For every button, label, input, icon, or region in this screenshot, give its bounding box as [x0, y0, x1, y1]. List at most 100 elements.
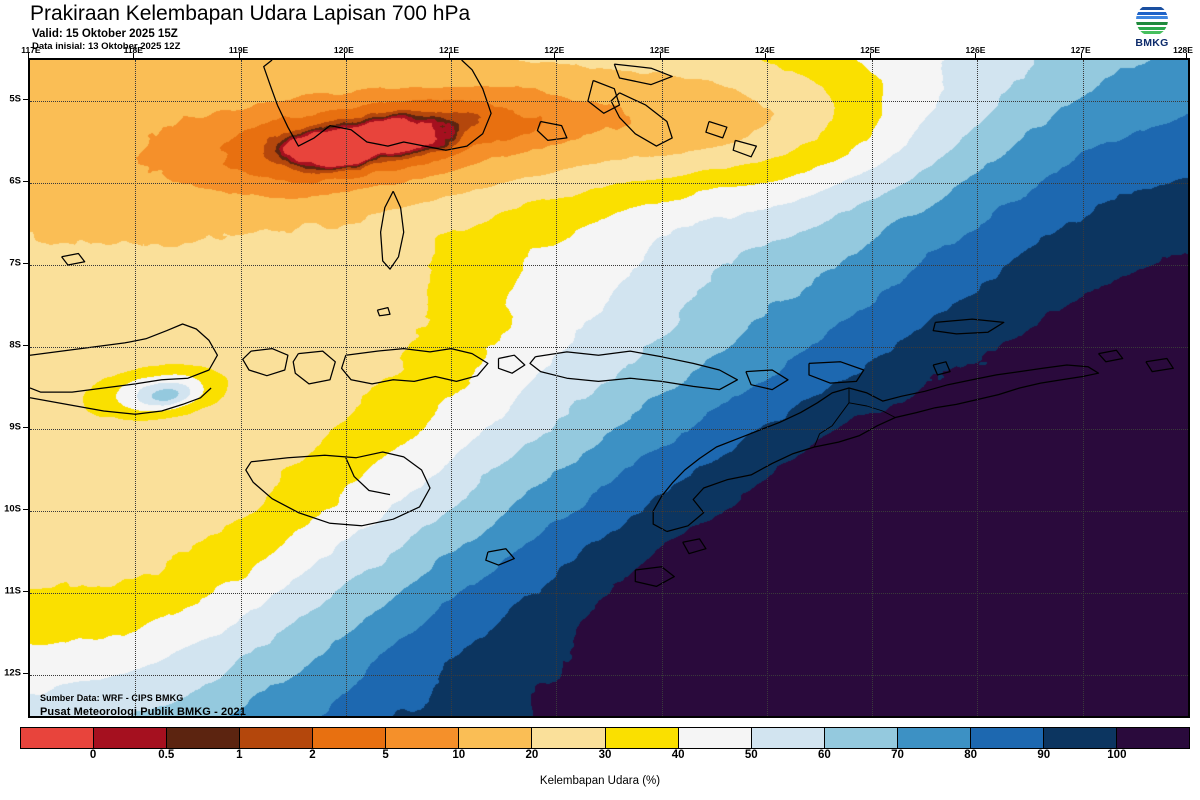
coastline-banggai-sula — [613, 63, 673, 86]
colorbar-tick-70: 70 — [891, 749, 904, 761]
org-credit: Pusat Meteorologi Publik BMKG - 2021 — [40, 706, 246, 718]
bmkg-logo: BMKG — [1122, 4, 1182, 54]
x-axis-label-128E: 128E — [1173, 45, 1193, 55]
coastline-timor-border — [813, 388, 850, 448]
coastline-java-south-shore — [30, 387, 212, 415]
coastline-muna — [587, 79, 621, 114]
x-axis-label-122E: 122E — [544, 45, 565, 55]
y-axis-label-5S: 5S — [9, 93, 21, 105]
colorbar-segment-1 — [94, 728, 168, 748]
colorbar-segment-9 — [678, 728, 752, 748]
x-axis-tick — [1080, 53, 1082, 58]
y-axis-label-8S: 8S — [9, 339, 21, 351]
x-axis-label-120E: 120E — [333, 45, 354, 55]
x-axis-label-126E: 126E — [965, 45, 986, 55]
source-credit: Sumber Data: WRF - CIPS BMKG — [40, 693, 184, 703]
colorbar-segment-13 — [970, 728, 1044, 748]
coastline-wakatobi-1 — [705, 120, 728, 139]
colorbar-tick-20: 20 — [525, 749, 539, 761]
coastline-sumba-inner — [345, 457, 391, 496]
coastline-madura-tip — [61, 252, 86, 266]
y-axis-label-10S: 10S — [4, 503, 21, 515]
y-axis-tick — [23, 345, 28, 346]
x-axis-label-121E: 121E — [439, 45, 460, 55]
colorbar-segment-15 — [1116, 728, 1189, 748]
x-axis-tick — [870, 53, 872, 58]
coastline-savu — [485, 548, 515, 566]
colorbar-tick-40: 40 — [671, 749, 685, 761]
coastline-semau — [682, 538, 707, 555]
colorbar-tick-0: 0 — [89, 749, 97, 761]
initial-data-label: Data inisial: 13 Oktober 2025 12Z — [32, 41, 181, 52]
colorbar-segment-3 — [240, 728, 314, 748]
colorbar-label: Kelembapan Udara (%) — [539, 775, 661, 787]
coastline-komodo — [497, 354, 526, 374]
coastline-bali — [242, 347, 289, 377]
y-axis-label-7S: 7S — [9, 257, 21, 269]
colorbar-tick-5: 5 — [382, 749, 389, 761]
coastline-overlay — [30, 60, 1174, 588]
coastline-sumba — [245, 451, 431, 527]
x-axis-tick — [449, 53, 451, 58]
coastline-timor — [652, 364, 1100, 533]
coastline-sumbawa-n-islets — [376, 306, 391, 317]
colorbar-tick-0.5: 0.5 — [158, 749, 175, 761]
y-axis-tick — [23, 263, 28, 264]
coastline-leti — [1145, 357, 1174, 373]
coastline-sulawesi-west-coast — [263, 60, 278, 106]
colorbar-segment-0 — [21, 728, 95, 748]
x-axis-tick — [28, 53, 29, 58]
x-axis-label-125E: 125E — [860, 45, 881, 55]
coastline-selayar — [379, 190, 405, 270]
coastline-atauro — [932, 361, 951, 376]
y-axis-tick — [23, 591, 28, 592]
y-axis-label-9S: 9S — [9, 421, 21, 433]
y-axis-tick — [23, 427, 28, 428]
x-axis-label-118E: 118E — [123, 45, 143, 55]
colorbar-tick-2: 2 — [309, 749, 316, 761]
colorbar-tick-30: 30 — [598, 749, 612, 761]
y-axis-tick — [23, 509, 28, 510]
x-axis-tick — [764, 53, 766, 58]
colorbar-tick-80: 80 — [964, 749, 978, 761]
colorbar-segment-11 — [824, 728, 898, 748]
page-title: Prakiraan Kelembapan Udara Lapisan 700 h… — [30, 2, 471, 25]
coastline-kabaena — [536, 120, 568, 142]
bmkg-logo-icon — [1136, 4, 1168, 36]
coastline-java-east — [30, 323, 219, 393]
coastline-timor-border2 — [848, 402, 896, 418]
coastline-sulawesi-sw-peninsula — [276, 60, 492, 151]
colorbar-segment-4 — [313, 728, 387, 748]
valid-time-label: Valid: 15 Oktober 2025 15Z — [32, 28, 178, 40]
coastline-lombok — [292, 350, 336, 385]
x-axis-tick — [133, 53, 135, 58]
y-axis-label-12S: 12S — [4, 667, 21, 679]
y-axis-tick — [23, 181, 28, 182]
x-axis-tick — [1186, 53, 1187, 58]
map-plot-area: Sumber Data: WRF - CIPS BMKG Pusat Meteo… — [28, 58, 1190, 718]
coastline-sumbawa — [340, 347, 489, 385]
colorbar-segment-10 — [751, 728, 825, 748]
bmkg-logo-text: BMKG — [1135, 37, 1169, 49]
colorbar-tick-1: 1 — [236, 749, 243, 761]
x-axis-label-127E: 127E — [1070, 45, 1091, 55]
colorbar-segment-14 — [1043, 728, 1117, 748]
colorbar-tick-10: 10 — [452, 749, 466, 761]
coastline-buton — [610, 92, 673, 147]
coastline-rote — [634, 566, 675, 588]
colorbar-segment-8 — [605, 728, 679, 748]
colorbar-ticks: 0 0.5 1 2 5 10 20 30 40 50 60 70 80 90 100 — [0, 749, 1200, 765]
x-axis-tick — [238, 53, 240, 58]
colorbar-segment-7 — [532, 728, 606, 748]
colorbar-tick-100: 100 — [1107, 749, 1127, 761]
x-axis-tick — [343, 53, 345, 58]
colorbar-segment-5 — [386, 728, 460, 748]
y-axis-tick — [23, 673, 28, 674]
y-axis-label-11S: 11S — [4, 585, 21, 597]
x-axis-label-124E: 124E — [754, 45, 775, 55]
coastline-kisar — [1098, 349, 1124, 363]
colorbar-segment-12 — [897, 728, 971, 748]
x-axis-label-119E: 119E — [228, 45, 249, 55]
humidity-field-raster — [30, 60, 1188, 716]
x-axis-tick — [659, 53, 661, 58]
